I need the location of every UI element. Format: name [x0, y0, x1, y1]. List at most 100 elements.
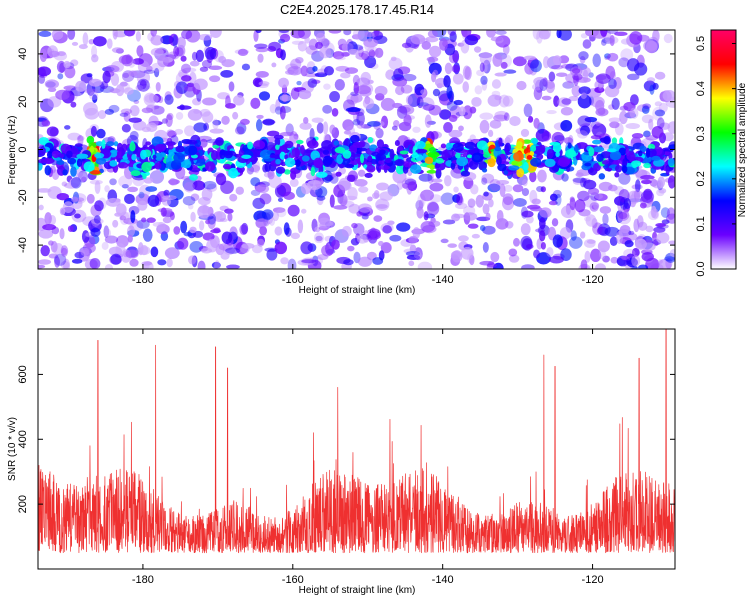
heatmap-cell [38, 30, 52, 38]
heatmap-cell [382, 225, 392, 234]
heatmap-cell [568, 95, 580, 102]
heatmap-cell [258, 91, 271, 101]
heatmap-cell [618, 211, 628, 220]
heatmap-cell [662, 90, 675, 102]
heatmap-cell [38, 229, 54, 239]
spectrogram-axes: -180 -160 -140 -120 -40 -20 0 20 40 [17, 30, 675, 286]
heatmap-cell [56, 160, 65, 165]
heatmap-cell [628, 230, 635, 236]
heatmap-cell [481, 173, 495, 184]
heatmap-cell [117, 161, 129, 169]
heatmap-cell [123, 111, 131, 122]
heatmap-cell [498, 94, 510, 108]
heatmap-cell [443, 75, 451, 88]
heatmap-cell [312, 66, 318, 72]
chart-title: C2E4.2025.178.17.45.R14 [280, 2, 434, 17]
heatmap-cell [293, 133, 299, 140]
heatmap-cell [411, 153, 420, 159]
heatmap-cell [57, 73, 64, 80]
heatmap-cell [546, 148, 554, 159]
heatmap-cell [358, 46, 364, 58]
heatmap-cell [599, 248, 606, 260]
heatmap-cell [255, 119, 263, 132]
heatmap-cell [403, 114, 412, 127]
heatmap-cell [457, 235, 469, 242]
heatmap-cell [426, 169, 437, 174]
heatmap-cell [487, 183, 501, 193]
heatmap-cell [104, 108, 115, 115]
heatmap-cell [545, 79, 556, 94]
heatmap-cell [112, 30, 118, 40]
spectrogram-x-axis-label: Height of straight line (km) [299, 285, 416, 296]
heatmap-cell [432, 88, 441, 97]
heatmap-cell [46, 126, 59, 137]
heatmap-cell [548, 200, 558, 206]
heatmap-cell [216, 211, 223, 221]
heatmap-cell [485, 212, 491, 221]
heatmap-cell [64, 125, 71, 130]
heatmap-cell [266, 130, 280, 137]
heatmap-cell [446, 100, 458, 111]
heatmap-cell [241, 63, 251, 71]
heatmap-cell [350, 134, 360, 144]
heatmap-cell [638, 264, 649, 269]
heatmap-cell [287, 65, 303, 76]
heatmap-cell [54, 256, 60, 268]
heatmap-cell [74, 213, 81, 219]
heatmap-cell [341, 43, 349, 53]
heatmap-cell [166, 112, 174, 121]
heatmap-cell [106, 38, 113, 49]
heatmap-cell [582, 39, 592, 49]
heatmap-cell [287, 258, 297, 269]
heatmap-cell [570, 230, 577, 241]
heatmap-cell [401, 177, 417, 190]
heatmap-cell [150, 47, 164, 57]
heatmap-cell [645, 40, 658, 54]
heatmap-cell [527, 115, 534, 123]
heatmap-cell [103, 225, 110, 238]
heatmap-cells [38, 30, 675, 269]
heatmap-cell [456, 192, 463, 206]
heatmap-cell [614, 31, 628, 37]
heatmap-cell [48, 50, 60, 58]
heatmap-cell [451, 213, 461, 222]
heatmap-cell [572, 178, 583, 185]
heatmap-cell [405, 95, 413, 105]
heatmap-cell [152, 154, 157, 160]
heatmap-cell [274, 184, 287, 198]
heatmap-cell [331, 172, 337, 178]
heatmap-cell [440, 238, 449, 244]
heatmap-cell [344, 67, 359, 74]
heatmap-cell [563, 137, 574, 145]
heatmap-cell [204, 46, 217, 60]
heatmap-cell [490, 251, 500, 263]
heatmap-cell [491, 79, 502, 89]
heatmap-cell [496, 179, 510, 185]
heatmap-cell [250, 97, 261, 109]
heatmap-cell [173, 152, 186, 163]
heatmap-cell [475, 194, 484, 208]
heatmap-cell [423, 211, 429, 221]
heatmap-cell [357, 256, 372, 267]
heatmap-cell [504, 142, 511, 153]
heatmap-cell [631, 247, 640, 257]
heatmap-cell [462, 81, 469, 93]
heatmap-cell [356, 211, 363, 217]
heatmap-cell [223, 150, 233, 159]
heatmap-cell [594, 193, 603, 200]
heatmap-cell [301, 155, 310, 162]
heatmap-cell [56, 193, 69, 201]
heatmap-cell [449, 31, 457, 43]
spectrogram-x-tick-label: -140 [432, 274, 454, 286]
heatmap-cell [144, 94, 160, 104]
heatmap-cell [306, 180, 322, 190]
heatmap-cell [341, 225, 352, 237]
heatmap-cell [366, 161, 373, 167]
heatmap-cell [426, 56, 439, 63]
heatmap-cell [602, 255, 610, 263]
heatmap-cell [611, 137, 618, 145]
heatmap-cell [341, 42, 354, 51]
heatmap-cell [273, 134, 284, 140]
heatmap-cell [621, 165, 628, 173]
heatmap-cell [102, 70, 111, 84]
